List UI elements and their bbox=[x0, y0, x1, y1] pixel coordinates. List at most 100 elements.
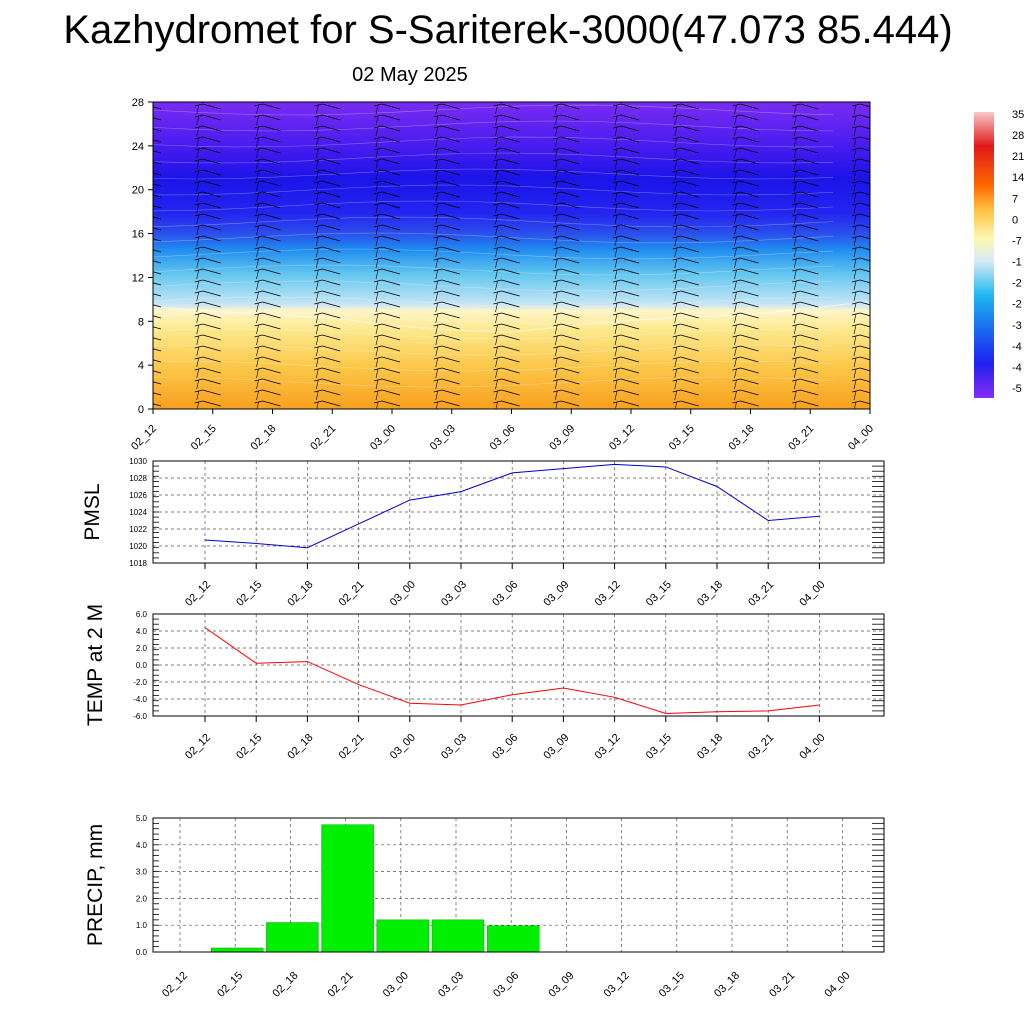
wind-barb bbox=[612, 323, 640, 335]
colorbar: 35 28 21 14 7 0 -7 -1 -2 -2 -3 -4 -4 -5 bbox=[974, 109, 1024, 398]
freezing-level-line bbox=[153, 301, 870, 333]
wind-barb bbox=[612, 202, 640, 214]
wind-barb bbox=[493, 147, 520, 159]
wind-barb bbox=[373, 301, 401, 313]
wind-barb bbox=[254, 378, 281, 390]
colorbar-label: 28 bbox=[1012, 130, 1024, 142]
precip-bar bbox=[210, 947, 264, 953]
wind-barb bbox=[493, 191, 520, 203]
wind-barb bbox=[373, 257, 401, 269]
wind-barb bbox=[732, 301, 759, 313]
wind-barb bbox=[553, 301, 580, 313]
wind-barb bbox=[373, 114, 401, 126]
wind-barb bbox=[373, 389, 401, 401]
wind-barb bbox=[672, 169, 699, 181]
wind-barb bbox=[851, 202, 870, 214]
wind-barb bbox=[672, 345, 699, 357]
wind-barb bbox=[851, 257, 870, 269]
y-tick-label: 1024 bbox=[129, 508, 147, 517]
wind-barb bbox=[851, 378, 870, 390]
wind-barb bbox=[851, 301, 870, 313]
wind-barb bbox=[433, 400, 460, 409]
x-tick-label: 03_06 bbox=[490, 579, 520, 609]
wind-barb bbox=[254, 147, 281, 159]
colorbar-label: 7 bbox=[1012, 193, 1018, 205]
wind-barb bbox=[433, 169, 460, 181]
wind-barb bbox=[553, 334, 580, 346]
wind-barb bbox=[732, 103, 759, 115]
colorbar-label: -5 bbox=[1012, 383, 1022, 395]
wind-barb bbox=[254, 389, 281, 401]
wind-barb bbox=[792, 389, 819, 401]
wind-barb bbox=[433, 246, 460, 258]
precip-panel: 0.0 1.0 2.0 3.0 4.0 5.0 02_12 02_15 02_18 02_21 03… bbox=[84, 814, 885, 1000]
x-tick-label: 03_00 bbox=[368, 423, 398, 453]
wind-barb bbox=[433, 224, 460, 236]
wind-barb bbox=[493, 103, 520, 115]
wind-barb bbox=[254, 246, 281, 258]
y-tick-label: 3.0 bbox=[136, 868, 148, 877]
wind-barb bbox=[612, 213, 640, 225]
wind-barb bbox=[553, 180, 580, 192]
wind-barb bbox=[433, 147, 460, 159]
wind-barb bbox=[314, 301, 341, 313]
x-tick-label: 04_00 bbox=[822, 970, 852, 1000]
wind-barb bbox=[433, 279, 460, 291]
wind-barb bbox=[314, 257, 341, 269]
wind-barb bbox=[672, 147, 699, 159]
wind-barb bbox=[493, 235, 520, 247]
x-tick-label: 03_12 bbox=[607, 423, 637, 453]
temp-line bbox=[204, 627, 820, 714]
wind-barb bbox=[254, 268, 281, 280]
x-tick-label: 03_12 bbox=[602, 970, 632, 1000]
wind-barb bbox=[373, 356, 401, 368]
colorbar-label: 0 bbox=[1012, 214, 1018, 226]
wind-barb bbox=[553, 158, 580, 170]
wind-barb bbox=[553, 169, 580, 181]
wind-barb bbox=[792, 290, 819, 302]
wind-barb bbox=[433, 323, 460, 335]
x-tick-label: 03_06 bbox=[490, 732, 520, 762]
wind-barb bbox=[493, 367, 520, 379]
wind-barb bbox=[672, 180, 699, 192]
wind-barb bbox=[792, 180, 819, 192]
wind-barb bbox=[732, 367, 759, 379]
wind-barb bbox=[851, 334, 870, 346]
wind-barb bbox=[314, 356, 341, 368]
wind-barb bbox=[153, 106, 162, 110]
wind-barb bbox=[194, 136, 221, 148]
wind-barb bbox=[851, 235, 870, 247]
wind-barb bbox=[194, 180, 221, 192]
wind-barb bbox=[373, 103, 401, 115]
wind-barb bbox=[612, 136, 640, 148]
wind-barb bbox=[254, 169, 281, 181]
wind-barb bbox=[732, 246, 759, 258]
wind-barb bbox=[672, 323, 699, 335]
x-tick-label: 03_18 bbox=[712, 970, 742, 1000]
wind-barb bbox=[314, 202, 341, 214]
wind-barb bbox=[153, 227, 162, 231]
wind-barb bbox=[732, 136, 759, 148]
y-tick-label: 1022 bbox=[129, 525, 147, 534]
wind-barb bbox=[373, 202, 401, 214]
wind-barb bbox=[732, 202, 759, 214]
wind-barb bbox=[851, 323, 870, 335]
x-tick-label: 03_09 bbox=[547, 423, 577, 453]
wind-barb bbox=[433, 103, 460, 115]
wind-barb bbox=[612, 246, 640, 258]
wind-barb bbox=[194, 147, 221, 159]
wind-barb bbox=[314, 323, 341, 335]
wind-barb bbox=[153, 260, 162, 264]
wind-barb bbox=[314, 235, 341, 247]
wind-barb bbox=[153, 183, 162, 187]
wind-barb bbox=[194, 323, 221, 335]
wind-barb bbox=[254, 323, 281, 335]
wind-barb bbox=[792, 147, 819, 159]
contour-line bbox=[153, 152, 834, 164]
wind-barb bbox=[153, 293, 162, 297]
contour-line bbox=[153, 200, 834, 212]
wind-barb bbox=[493, 312, 520, 324]
x-tick-label: 03_00 bbox=[381, 970, 411, 1000]
wind-barb bbox=[373, 191, 401, 203]
wind-barb bbox=[612, 257, 640, 269]
